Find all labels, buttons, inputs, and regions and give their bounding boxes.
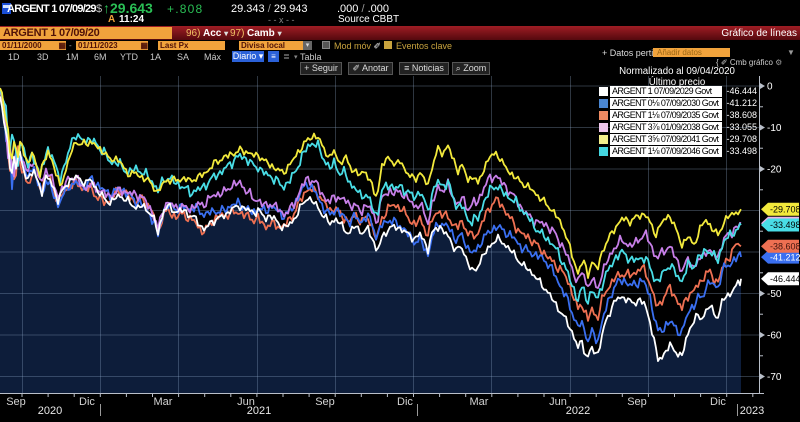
svg-text:Dic: Dic	[710, 396, 726, 408]
svg-text:Jun: Jun	[549, 396, 567, 408]
svg-text:-20: -20	[767, 165, 782, 176]
svg-text:Sep: Sep	[627, 396, 647, 408]
svg-text:-10: -10	[767, 123, 782, 134]
svg-text:-50: -50	[767, 289, 782, 300]
svg-text:2021: 2021	[247, 405, 271, 417]
svg-text:-29.708: -29.708	[770, 205, 800, 215]
svg-text:-41.212: -41.212	[770, 252, 800, 262]
svg-text:Dic: Dic	[397, 396, 413, 408]
svg-text:-33.498: -33.498	[770, 220, 800, 230]
svg-text:0: 0	[767, 82, 773, 93]
svg-text:Mar: Mar	[470, 396, 489, 408]
svg-text:Sep: Sep	[315, 396, 335, 408]
svg-text:Dic: Dic	[79, 396, 95, 408]
svg-text:-46.444: -46.444	[770, 274, 800, 284]
svg-text:2023: 2023	[740, 405, 764, 417]
svg-text:Sep: Sep	[6, 396, 26, 408]
svg-text:2020: 2020	[38, 405, 62, 417]
svg-text:-70: -70	[767, 372, 782, 383]
svg-text:-38.608: -38.608	[770, 242, 800, 252]
svg-text:Jun: Jun	[237, 396, 255, 408]
svg-text:-60: -60	[767, 331, 782, 342]
svg-text:Mar: Mar	[154, 396, 173, 408]
svg-text:2022: 2022	[566, 405, 590, 417]
